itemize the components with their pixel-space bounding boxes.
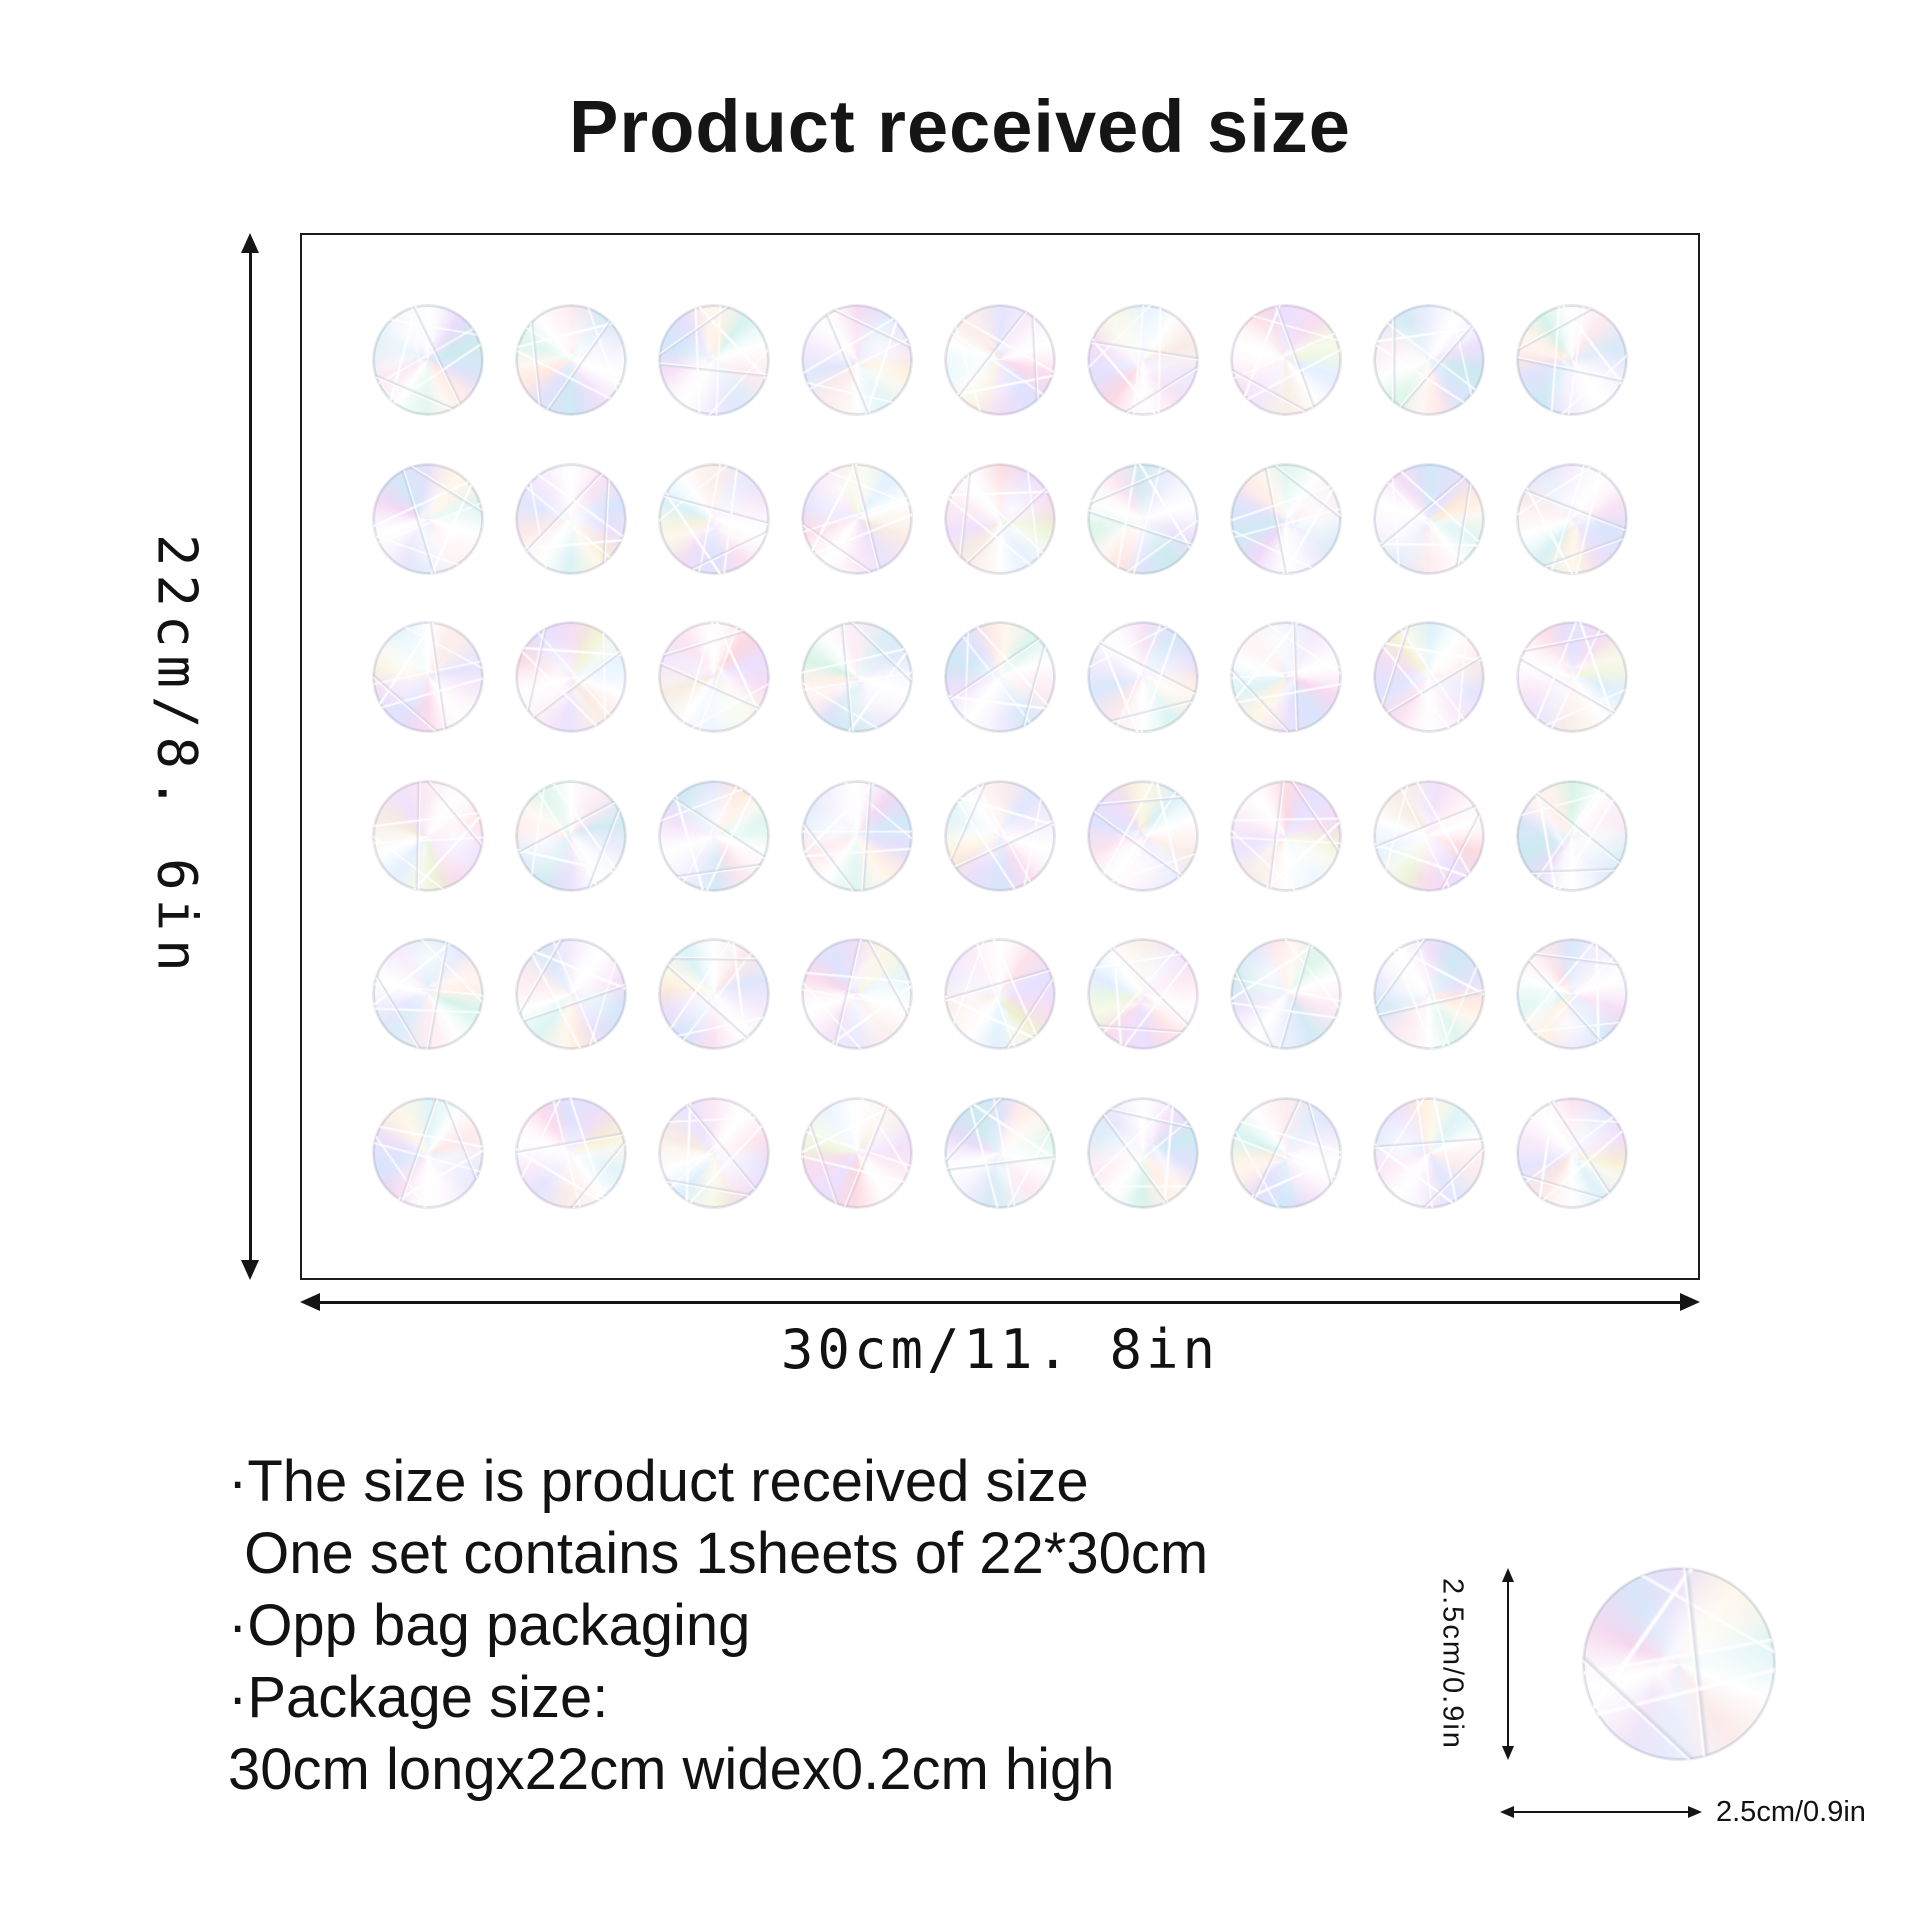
holo-sticker: [1210, 759, 1363, 912]
arrow-down-icon: [241, 1260, 259, 1280]
arrow-up-icon: [241, 233, 259, 253]
sticker-grid: [302, 235, 1698, 1278]
holo-sticker: [791, 453, 923, 584]
holo-sticker: [1495, 283, 1650, 438]
holo-sticker: [642, 922, 786, 1066]
single-sticker-height-arrow: [1496, 1568, 1520, 1760]
sheet-height-label: 22cm/8. 6in: [145, 533, 209, 980]
note-line: One set contains 1sheets of 22*30cm: [228, 1521, 1209, 1586]
holo-sticker: [1363, 928, 1496, 1061]
arrow-right-icon: [1680, 1293, 1700, 1311]
holo-sticker: [353, 761, 502, 910]
arrow-up-icon: [1502, 1568, 1514, 1582]
holo-sticker: [1504, 926, 1641, 1063]
holo-sticker: [502, 1084, 639, 1221]
arrow-right-icon: [1688, 1806, 1702, 1818]
holo-sticker: [647, 1086, 780, 1219]
holo-sticker: [1357, 288, 1502, 433]
holo-sticker: [936, 930, 1064, 1058]
holo-sticker: [1066, 600, 1221, 755]
arrow-line: [1507, 1579, 1509, 1749]
holo-sticker: [799, 302, 915, 419]
arrow-left-icon: [1500, 1806, 1514, 1818]
holo-sticker: [785, 606, 928, 749]
single-sticker-width-arrow: [1500, 1800, 1702, 1824]
notes-block: ·The size is product received size One s…: [228, 1446, 1208, 1806]
holo-sticker: [1494, 441, 1651, 597]
holo-sticker: [506, 612, 636, 742]
holo-sticker: [1511, 1091, 1634, 1215]
holo-sticker: [636, 441, 792, 597]
holo-sticker: [1357, 1081, 1501, 1225]
arrow-left-icon: [300, 1293, 320, 1311]
holo-sticker: [349, 1074, 506, 1231]
sheet-width-arrow: [300, 1288, 1700, 1316]
holo-sticker: [944, 779, 1056, 892]
note-line: ·Package size:: [228, 1665, 609, 1730]
note-line: ·Opp bag packaging: [228, 1593, 751, 1658]
holo-sticker: [1068, 761, 1218, 911]
holo-sticker: [1362, 452, 1496, 586]
holo-sticker: [1079, 1089, 1207, 1217]
holo-sticker: [781, 760, 933, 911]
holo-sticker: [495, 285, 646, 436]
sheet-width-label: 30cm/11. 8in: [780, 1318, 1220, 1381]
holo-sticker: [636, 599, 792, 755]
sticker-sheet: [300, 233, 1700, 1280]
holo-sticker: [1213, 604, 1359, 750]
holo-sticker: [372, 305, 483, 416]
arrow-down-icon: [1502, 1746, 1514, 1760]
holo-sticker: [1496, 600, 1649, 754]
single-sticker: [1555, 1540, 1803, 1788]
holo-sticker: [500, 448, 642, 590]
page-title: Product received size: [569, 85, 1351, 168]
holo-sticker: [1499, 762, 1646, 909]
arrow-line: [316, 1300, 1684, 1304]
holo-sticker: [513, 778, 628, 893]
holo-sticker: [358, 607, 497, 747]
arrow-line: [1511, 1811, 1691, 1813]
holo-sticker: [931, 450, 1069, 588]
holo-sticker: [779, 1075, 935, 1231]
note-line: 30cm longx22cm widex0.2cm high: [228, 1737, 1115, 1802]
holo-sticker: [364, 455, 491, 582]
holo-sticker: [930, 1082, 1070, 1223]
note-line: ·The size is product received size: [228, 1449, 1089, 1514]
holo-sticker: [350, 917, 505, 1072]
holo-sticker: [926, 286, 1074, 434]
holo-sticker: [1066, 283, 1220, 437]
arrow-line: [248, 249, 252, 1264]
holo-sticker: [1369, 617, 1489, 737]
holo-sticker: [637, 284, 790, 437]
holo-sticker: [1065, 440, 1221, 597]
single-sticker-height-label: 2.5cm/0.9in: [1436, 1578, 1469, 1750]
holo-sticker: [1208, 1075, 1364, 1231]
holo-sticker: [1370, 777, 1489, 895]
holo-sticker: [638, 760, 790, 912]
holo-sticker: [1225, 299, 1347, 421]
holo-sticker: [779, 916, 935, 1072]
holo-sticker: [937, 615, 1063, 740]
holo-sticker: [509, 932, 632, 1056]
holo-sticker: [1073, 924, 1214, 1065]
holo-sticker: [1218, 451, 1354, 587]
single-sticker-width-label: 2.5cm/0.9in: [1716, 1796, 1866, 1828]
sheet-height-arrow: [236, 233, 264, 1280]
holo-sticker: [1208, 916, 1364, 1072]
